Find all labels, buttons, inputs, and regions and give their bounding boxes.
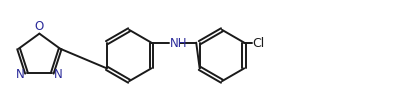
Text: N: N xyxy=(54,68,62,81)
Text: Cl: Cl xyxy=(252,37,265,49)
Text: O: O xyxy=(35,20,44,33)
Text: NH: NH xyxy=(169,36,187,49)
Text: N: N xyxy=(16,68,25,81)
